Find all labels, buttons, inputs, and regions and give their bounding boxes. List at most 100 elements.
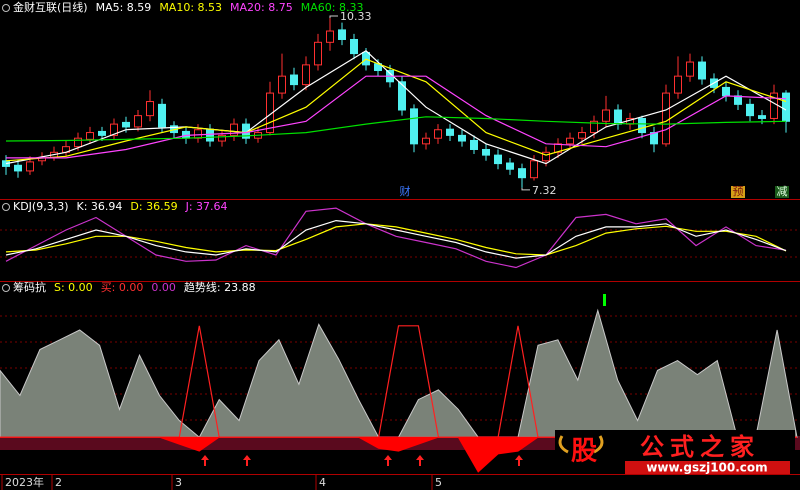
- series-line: [6, 75, 787, 159]
- candle-body: [14, 164, 22, 172]
- date-label: 4: [319, 476, 326, 489]
- signal-marker: 财: [400, 184, 411, 198]
- candle-body: [566, 137, 574, 145]
- candle-body: [206, 128, 214, 142]
- plots: [0, 15, 798, 473]
- candle-body: [86, 132, 94, 140]
- candle-body: [590, 120, 598, 134]
- candle-body: [146, 101, 154, 117]
- candle-body: [98, 130, 106, 136]
- candle-body: [194, 129, 202, 139]
- legend-icon: [2, 203, 10, 211]
- watermark: 股 公式之家 www.gszj100.com: [555, 430, 795, 475]
- candle-body: [158, 103, 166, 128]
- candle-body: [230, 123, 238, 136]
- candle-body: [482, 148, 490, 156]
- candle-body: [530, 160, 538, 179]
- candle-body: [722, 86, 730, 97]
- candle-body: [422, 137, 430, 145]
- annotation-leader: [521, 187, 530, 191]
- candle-body: [638, 117, 646, 134]
- candle-body: [542, 151, 550, 162]
- candle-body: [698, 61, 706, 80]
- watermark-name: 公式之家: [640, 433, 760, 461]
- panel-title: 筹码抗: [13, 280, 46, 294]
- series-line: [5, 116, 787, 142]
- low-annotation: 7.32: [532, 184, 557, 197]
- arrow: [416, 455, 424, 466]
- candle-body: [278, 75, 286, 94]
- candle-body: [218, 134, 226, 142]
- candle-body: [458, 134, 466, 142]
- legend-entry: 买: 0.00: [101, 281, 144, 294]
- candle-body: [110, 123, 118, 136]
- series-line: [5, 223, 787, 256]
- candle-body: [302, 64, 310, 86]
- candle-body: [506, 162, 514, 170]
- candle-body: [686, 61, 694, 77]
- arrow: [201, 455, 209, 466]
- candle-body: [410, 108, 418, 145]
- candle-body: [26, 161, 34, 172]
- candle-body: [470, 139, 478, 150]
- signal-arrows: [201, 455, 523, 466]
- candle-body: [122, 121, 130, 128]
- watermark-url-band: [625, 461, 790, 474]
- arrow: [243, 455, 251, 466]
- legend-entry: MA5: 8.59: [96, 1, 152, 14]
- marker-box: [731, 186, 745, 198]
- candle-body: [266, 92, 274, 134]
- candle-body: [494, 154, 502, 165]
- candle-body: [614, 109, 622, 125]
- legend-entry: J: 37.64: [185, 200, 228, 213]
- legend-entry: D: 36.59: [130, 200, 177, 213]
- legend-icon: [2, 284, 10, 292]
- arrow: [384, 455, 392, 466]
- legend-icon: [2, 4, 10, 12]
- candle-body: [338, 29, 346, 40]
- candle-body: [746, 103, 754, 117]
- candle-body: [446, 128, 454, 136]
- candle-body: [662, 92, 670, 145]
- watermark-horns: [558, 435, 604, 454]
- candle-body: [350, 38, 358, 55]
- candle-body: [398, 81, 406, 111]
- candle-body: [326, 30, 334, 43]
- date-label: 2023年: [5, 475, 44, 489]
- candle-body: [74, 137, 82, 148]
- legend-entry: MA20: 8.75: [230, 1, 293, 14]
- legend-entry: S: 0.00: [54, 281, 93, 294]
- legend-entry: MA60: 8.33: [301, 1, 364, 14]
- date-label: 2: [55, 476, 62, 489]
- candle-body: [434, 129, 442, 139]
- marker-box: [775, 186, 789, 198]
- arrow: [515, 455, 523, 466]
- signal-marker: 减: [777, 185, 788, 198]
- candle-body: [674, 75, 682, 94]
- signal-marker: 预: [733, 185, 744, 198]
- watermark-url: www.gszj100.com: [646, 461, 767, 475]
- watermark-icon: 股: [571, 437, 597, 467]
- panel-title: 金财互联(日线): [13, 0, 88, 14]
- legend-entry: 趋势线: 23.88: [184, 280, 256, 294]
- series-line: [5, 219, 787, 259]
- panel-title: KDJ(9,3,3): [13, 200, 69, 213]
- annotation-leader: [329, 15, 338, 19]
- candle-body: [758, 115, 766, 119]
- candle-body: [578, 132, 586, 139]
- candle-body: [314, 41, 322, 66]
- legend-entry: MA10: 8.53: [159, 1, 222, 14]
- series-line: [5, 50, 787, 165]
- candle-body: [602, 109, 610, 122]
- date-label: 3: [175, 476, 182, 489]
- legend-entry: K: 36.94: [77, 200, 123, 213]
- candle-body: [290, 74, 298, 86]
- peak-marker: [603, 294, 606, 306]
- high-annotation: 10.33: [340, 10, 372, 23]
- candle-body: [782, 92, 790, 122]
- candle-body: [134, 115, 142, 128]
- candle-body: [518, 168, 526, 179]
